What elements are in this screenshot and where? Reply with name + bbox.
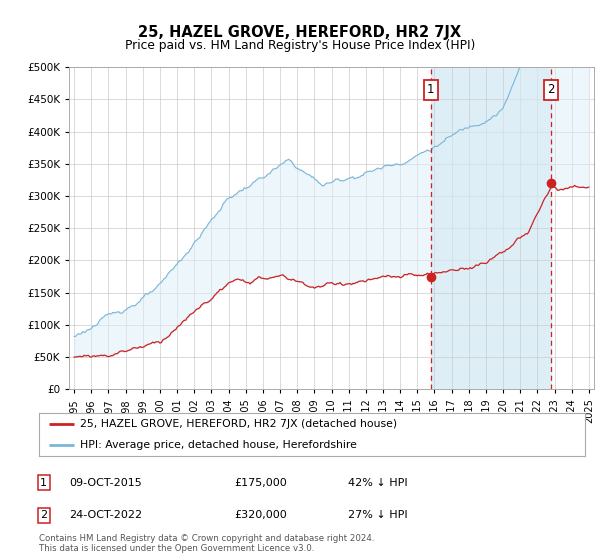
Text: HPI: Average price, detached house, Herefordshire: HPI: Average price, detached house, Here… [80, 440, 357, 450]
Text: 24-OCT-2022: 24-OCT-2022 [69, 510, 142, 520]
Bar [431, 67, 551, 389]
Text: Price paid vs. HM Land Registry's House Price Index (HPI): Price paid vs. HM Land Registry's House … [125, 39, 475, 53]
Text: £320,000: £320,000 [234, 510, 287, 520]
Text: 1: 1 [40, 478, 47, 488]
Text: 1: 1 [427, 83, 434, 96]
Text: 27% ↓ HPI: 27% ↓ HPI [348, 510, 407, 520]
Text: £175,000: £175,000 [234, 478, 287, 488]
Text: 2: 2 [548, 83, 555, 96]
Text: 25, HAZEL GROVE, HEREFORD, HR2 7JX (detached house): 25, HAZEL GROVE, HEREFORD, HR2 7JX (deta… [80, 419, 397, 429]
Text: 42% ↓ HPI: 42% ↓ HPI [348, 478, 407, 488]
Text: 25, HAZEL GROVE, HEREFORD, HR2 7JX: 25, HAZEL GROVE, HEREFORD, HR2 7JX [139, 25, 461, 40]
Text: 2: 2 [40, 510, 47, 520]
Text: Contains HM Land Registry data © Crown copyright and database right 2024.
This d: Contains HM Land Registry data © Crown c… [39, 534, 374, 553]
Text: 09-OCT-2015: 09-OCT-2015 [69, 478, 142, 488]
